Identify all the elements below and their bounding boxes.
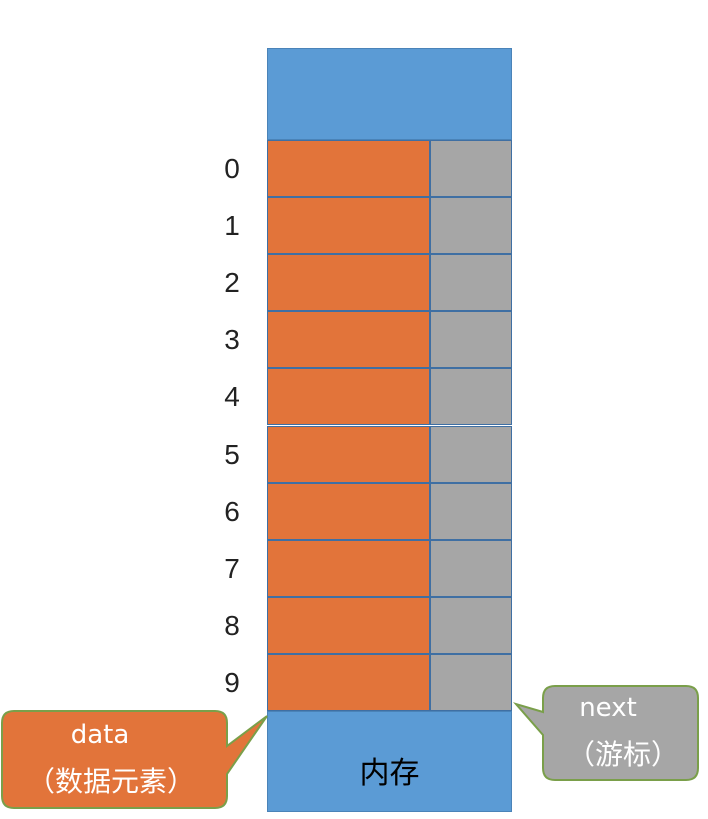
memory-label: 内存 [359,756,420,791]
next-callout-bubble [512,685,699,781]
data-callout-bubble [1,710,268,809]
data-cell [267,368,430,425]
row-index-label: 0 [224,153,240,184]
data-callout-title: data [70,720,130,750]
next-callout-title: next [579,693,637,723]
array-row [267,540,512,597]
array-row [267,483,512,540]
row-index-label: 1 [224,210,240,241]
array-row [267,597,512,654]
data-cell [267,540,430,597]
memory-top-block [267,48,512,140]
row-index-label: 8 [224,610,240,641]
data-cell [267,597,430,654]
next-cell [430,426,512,483]
next-callout-subtitle: （游标） [566,738,679,771]
row-index-label: 4 [224,381,240,412]
row-index-label: 5 [224,439,240,470]
row-index-label: 2 [224,267,240,298]
data-cell [267,426,430,483]
row-index-label: 3 [224,324,240,355]
array-row [267,311,512,368]
next-cell [430,540,512,597]
array-row [267,368,512,425]
array-row [267,426,512,483]
data-cell [267,311,430,368]
data-cell [267,197,430,254]
memory-bottom-block: 内存 [267,711,512,812]
next-cell [430,311,512,368]
next-cell [430,368,512,425]
next-cell [430,597,512,654]
array-row [267,197,512,254]
data-cell [267,140,430,197]
data-callout-subtitle: （数据元素） [26,765,195,798]
next-cell [430,197,512,254]
array-row [267,140,512,197]
data-cell [267,483,430,540]
row-index-label: 9 [224,667,240,698]
data-cell [267,654,430,711]
next-cell [430,254,512,311]
array-row [267,254,512,311]
data-cell [267,254,430,311]
next-cell [430,483,512,540]
array-row [267,654,512,711]
row-index-label: 7 [224,553,240,584]
next-cell [430,654,512,711]
next-cell [430,140,512,197]
row-index-label: 6 [224,496,240,527]
